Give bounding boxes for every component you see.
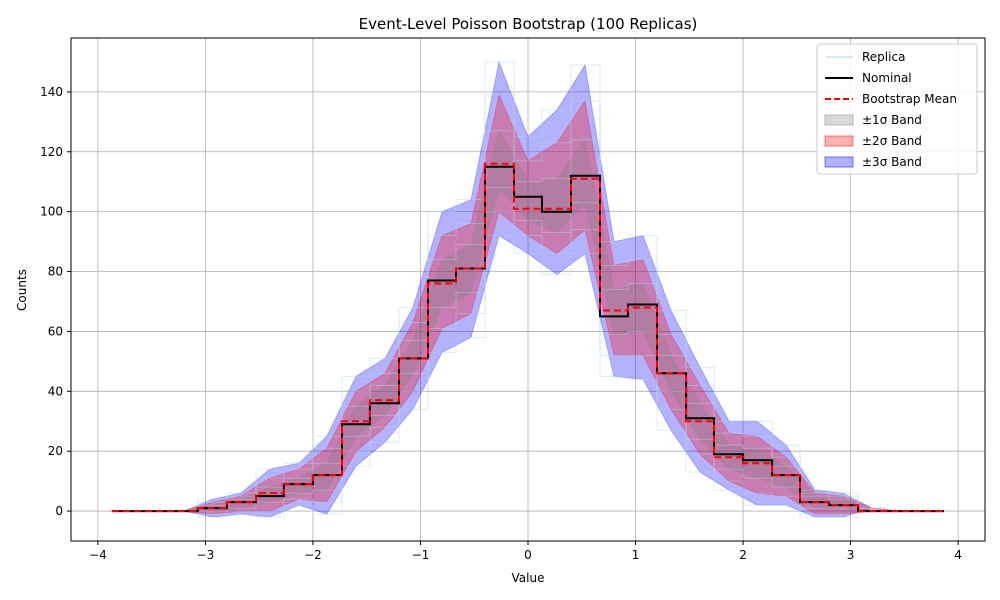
y-tick-label: 140: [40, 85, 63, 99]
legend-label: ±3σ Band: [862, 155, 922, 169]
x-tick-label: −2: [304, 548, 322, 562]
band-±3σ Band: [126, 60, 930, 518]
series-Bootstrap Mean: [111, 162, 945, 513]
series-lines: [111, 61, 945, 518]
legend-label: ±2σ Band: [862, 134, 922, 148]
y-tick-label: 100: [40, 205, 63, 219]
x-tick-label: 3: [847, 548, 855, 562]
x-tick-label: −4: [89, 548, 107, 562]
x-tick-label: −3: [197, 548, 215, 562]
replica-line: [111, 235, 945, 518]
legend-label: Nominal: [862, 71, 912, 85]
y-tick-label: 20: [48, 444, 63, 458]
legend-label: Replica: [862, 50, 905, 64]
legend: Replica Nominal Bootstrap Mean ±1σ Band ±2σ …: [816, 43, 978, 175]
x-axis-label: Value: [512, 571, 545, 585]
x-tick-label: 4: [954, 548, 962, 562]
band-±1σ Band: [126, 129, 930, 512]
x-tick-label: 2: [739, 548, 747, 562]
legend-swatch: [824, 135, 854, 147]
legend-box: [816, 43, 978, 175]
replica-line: [111, 187, 945, 512]
x-tick-label: −1: [412, 548, 430, 562]
legend-swatch: [824, 114, 854, 126]
replica-line: [111, 61, 945, 512]
chart-title: Event-Level Poisson Bootstrap (100 Repli…: [359, 15, 698, 33]
replica-line: [111, 211, 945, 515]
y-tick-label: 40: [48, 384, 63, 398]
y-tick-label: 80: [48, 265, 63, 279]
y-tick-label: 120: [40, 145, 63, 159]
y-axis-label: Counts: [15, 269, 29, 311]
legend-swatch: [824, 156, 854, 168]
x-tick-label: 0: [524, 548, 532, 562]
y-tick-label: 60: [48, 324, 63, 338]
x-tick-label: 1: [632, 548, 640, 562]
replica-line: [111, 130, 945, 512]
legend-label: Bootstrap Mean: [862, 92, 957, 106]
y-tick-label: 0: [55, 504, 63, 518]
legend-label: ±1σ Band: [862, 113, 922, 127]
